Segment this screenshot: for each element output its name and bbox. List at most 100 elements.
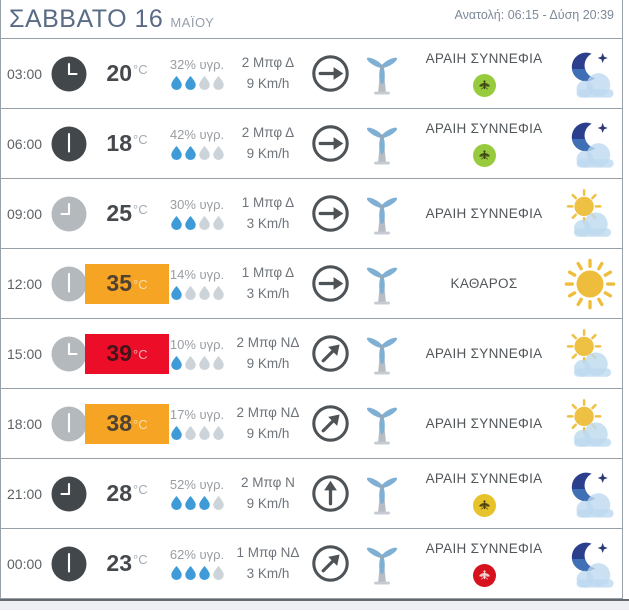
weather-icon <box>563 327 617 381</box>
wind-direction-icon <box>311 265 349 302</box>
clock-icon <box>51 546 87 581</box>
wind-direction-icon <box>311 405 349 442</box>
wind-force: 1 Μπφ ΝΔ <box>236 544 300 560</box>
wind-direction-cell <box>305 473 355 514</box>
wind-direction-icon <box>311 195 349 232</box>
turbine-cell <box>355 191 409 237</box>
clock-icon <box>51 56 87 91</box>
mosquito-icon <box>472 143 496 167</box>
wind-direction-icon <box>311 475 349 512</box>
turbine-cell <box>355 51 409 97</box>
humidity-cell: 14% υγρ. <box>163 267 231 300</box>
water-drop-icon <box>170 426 182 440</box>
mosquito-icon <box>472 563 496 587</box>
water-drop-icon <box>212 426 224 440</box>
weather-icon <box>563 397 617 451</box>
time-cell: 03:00 <box>1 66 47 82</box>
temperature-cell: 20 °C <box>91 62 163 85</box>
humidity-drops <box>170 146 224 160</box>
water-drop-icon <box>198 76 210 90</box>
time-cell: 09:00 <box>1 206 47 222</box>
humidity-value: 17% υγρ. <box>169 407 225 422</box>
description-cell: ΚΑΘΑΡΟΣ <box>409 276 559 291</box>
wind-turbine-icon <box>359 331 405 377</box>
temperature-cell: 38 °C <box>85 403 169 444</box>
water-drop-icon <box>170 286 182 300</box>
forecast-row: 21:00 28 °C 52% υγρ. 2 Μπφ Ν 9 Km/h <box>1 458 622 528</box>
wind-cell: 2 Μπφ Δ 9 Km/h <box>231 53 305 95</box>
temperature-value: 28 <box>106 480 132 506</box>
wind-force: 2 Μπφ Δ <box>241 124 295 140</box>
wind-cell: 2 Μπφ ΝΔ 9 Km/h <box>231 403 305 445</box>
time-label: 06:00 <box>7 135 43 152</box>
temperature: 20 °C <box>106 62 147 85</box>
water-drop-icon <box>212 496 224 510</box>
weather-icon-cell <box>559 397 621 451</box>
sunrise-sunset-info: Ανατολή: 06:15 - Δύση 20:39 <box>454 8 614 22</box>
wind-direction-icon <box>311 55 349 92</box>
forecast-row: 03:00 20 °C 32% υγρ. 2 Μπφ Δ 9 Km/h <box>1 38 622 108</box>
water-drop-icon <box>212 356 224 370</box>
temperature: 39 °C <box>85 333 169 374</box>
temperature-cell: 35 °C <box>85 263 169 304</box>
weather-icon <box>563 117 617 171</box>
water-drop-icon <box>212 566 224 580</box>
humidity-value: 30% υγρ. <box>169 197 225 212</box>
wind-turbine-icon <box>359 191 405 237</box>
wind-speed: 9 Km/h <box>246 425 290 441</box>
wind-speed: 9 Km/h <box>246 355 290 371</box>
clock-icon <box>51 126 87 161</box>
humidity-drops <box>170 76 224 90</box>
humidity-drops <box>170 356 224 370</box>
temperature-value: 25 <box>106 200 132 226</box>
wind-turbine-icon <box>359 471 405 517</box>
weather-icon-cell <box>559 47 621 101</box>
wind-force: 2 Μπφ ΝΔ <box>236 404 300 420</box>
temperature: 25 °C <box>106 202 147 225</box>
weather-description: ΑΡΑΙΗ ΣΥΝΝΕΦΙΑ <box>425 206 543 221</box>
water-drop-icon <box>184 566 196 580</box>
water-drop-icon <box>212 286 224 300</box>
humidity-value: 32% υγρ. <box>169 57 225 72</box>
clock-cell <box>47 56 91 92</box>
weather-description: ΑΡΑΙΗ ΣΥΝΝΕΦΙΑ <box>425 346 543 361</box>
water-drop-icon <box>184 216 196 230</box>
temperature-unit: °C <box>133 276 148 292</box>
forecast-rows: 03:00 20 °C 32% υγρ. 2 Μπφ Δ 9 Km/h <box>1 38 622 598</box>
time-cell: 06:00 <box>1 136 47 152</box>
water-drop-icon <box>184 146 196 160</box>
wind-cell: 1 Μπφ Δ 3 Km/h <box>231 193 305 235</box>
temperature-cell: 39 °C <box>85 333 169 374</box>
water-drop-icon <box>170 356 182 370</box>
forecast-row: 00:00 23 °C 62% υγρ. 1 Μπφ ΝΔ 3 Km/h <box>1 528 622 598</box>
temperature-unit: °C <box>133 202 148 217</box>
turbine-cell <box>355 471 409 517</box>
forecast-row: 06:00 18 °C 42% υγρ. 2 Μπφ Δ 9 Km/h <box>1 108 622 178</box>
weather-description: ΚΑΘΑΡΟΣ <box>450 276 518 291</box>
clock-cell <box>47 476 91 512</box>
clock-icon <box>51 336 87 371</box>
wind-speed: 9 Km/h <box>246 145 290 161</box>
humidity-drops <box>170 286 224 300</box>
temperature-unit: °C <box>133 416 148 432</box>
humidity-cell: 42% υγρ. <box>163 127 231 160</box>
description-cell: ΑΡΑΙΗ ΣΥΝΝΕΦΙΑ <box>409 121 559 167</box>
clock-icon <box>51 266 87 301</box>
temperature-value: 35 <box>106 270 132 296</box>
wind-speed: 9 Km/h <box>246 495 290 511</box>
weather-icon-cell <box>559 257 621 311</box>
wind-turbine-icon <box>359 51 405 97</box>
time-cell: 21:00 <box>1 486 47 502</box>
water-drop-icon <box>184 496 196 510</box>
temperature-unit: °C <box>133 482 148 497</box>
wind-turbine-icon <box>359 261 405 307</box>
time-label: 12:00 <box>7 275 43 292</box>
forecast-row: 12:00 35 °C 14% υγρ. 1 Μπφ Δ 3 Km/h <box>1 248 622 318</box>
description-cell: ΑΡΑΙΗ ΣΥΝΝΕΦΙΑ <box>409 51 559 97</box>
clock-icon <box>51 476 87 511</box>
temperature-value: 23 <box>106 550 132 576</box>
temperature: 28 °C <box>106 482 147 505</box>
wind-direction-icon <box>311 335 349 372</box>
turbine-cell <box>355 331 409 377</box>
wind-cell: 2 Μπφ Ν 9 Km/h <box>231 473 305 515</box>
